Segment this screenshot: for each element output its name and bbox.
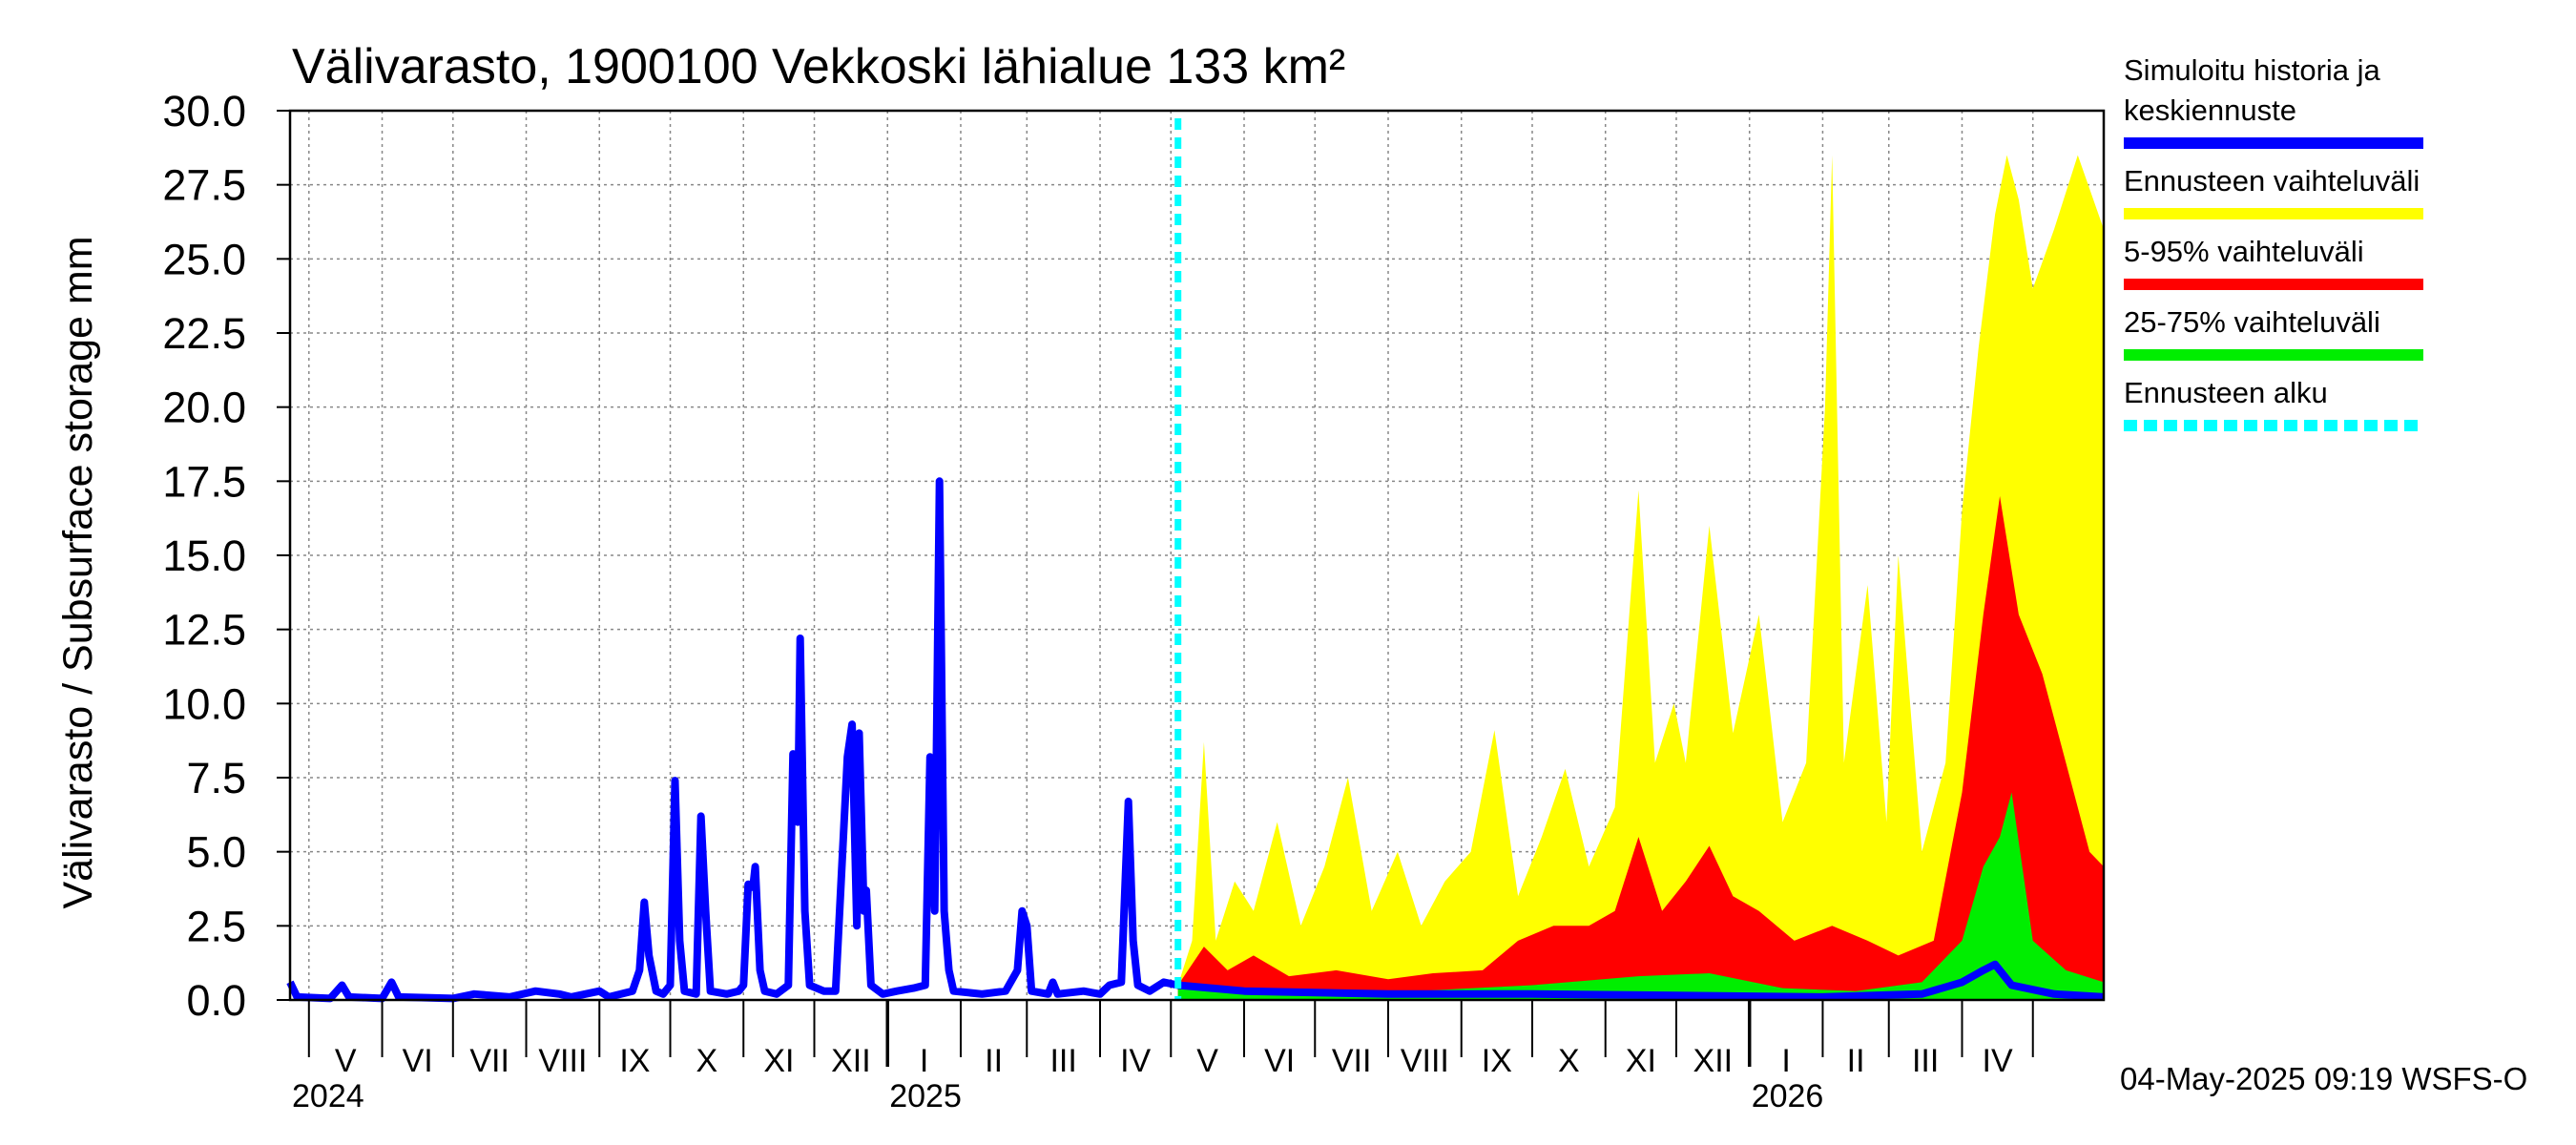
y-tick-label: 27.5 <box>162 161 246 210</box>
chart-title: Välivarasto, 1900100 Vekkoski lähialue 1… <box>292 39 1345 94</box>
y-tick-label: 17.5 <box>162 457 246 506</box>
x-month-label: XI <box>1626 1043 1656 1079</box>
y-tick-label: 5.0 <box>186 828 246 877</box>
x-month-label: IV <box>1120 1043 1151 1079</box>
x-month-label: IX <box>619 1043 650 1079</box>
x-month-label: VI <box>1264 1043 1295 1079</box>
y-axis-label: Välivarasto / Subsurface storage mm <box>55 236 101 908</box>
legend-label: keskiennuste <box>2124 94 2296 127</box>
x-month-label: III <box>1912 1043 1939 1079</box>
y-tick-label: 15.0 <box>162 531 246 580</box>
x-month-label: II <box>985 1043 1003 1079</box>
x-month-label: II <box>1847 1043 1865 1079</box>
x-month-label: I <box>920 1043 928 1079</box>
x-month-label: VII <box>469 1043 509 1079</box>
x-month-label: VIII <box>1401 1043 1449 1079</box>
y-tick-label: 0.0 <box>186 976 246 1025</box>
plot-frame <box>288 109 2106 1002</box>
legend-label: 5-95% vaihteluväli <box>2124 235 2364 268</box>
x-month-label: III <box>1049 1043 1076 1079</box>
y-tick-label: 25.0 <box>162 235 246 283</box>
y-tick-label: 10.0 <box>162 679 246 728</box>
legend-label: Ennusteen vaihteluväli <box>2124 164 2420 198</box>
timestamp: 04-May-2025 09:19 WSFS-O <box>2120 1061 2527 1096</box>
legend-label: Ennusteen alku <box>2124 376 2328 409</box>
x-month-label: V <box>335 1043 357 1079</box>
legend-label: 25-75% vaihteluväli <box>2124 305 2380 339</box>
series-area-1 <box>1177 155 2104 1001</box>
x-month-label: V <box>1196 1043 1218 1079</box>
y-tick-label: 20.0 <box>162 384 246 432</box>
x-year-label: 2026 <box>1752 1078 1824 1114</box>
x-month-label: I <box>1781 1043 1790 1079</box>
x-month-label: VIII <box>538 1043 587 1079</box>
y-tick-label: 2.5 <box>186 902 246 950</box>
y-tick-label: 22.5 <box>162 309 246 358</box>
x-month-label: IX <box>1482 1043 1512 1079</box>
y-tick-label: 12.5 <box>162 606 246 655</box>
y-tick-label: 7.5 <box>186 754 246 802</box>
x-month-label: IV <box>1983 1043 2013 1079</box>
legend-label: Simuloitu historia ja <box>2124 53 2381 87</box>
legend: Simuloitu historia ja keskiennuste Ennuste… <box>2124 53 2423 431</box>
x-month-label: XII <box>831 1043 871 1079</box>
series-line-0 <box>286 477 2105 1003</box>
x-month-label: VI <box>403 1043 433 1079</box>
y-tick-label: 30.0 <box>162 87 246 135</box>
axes: 0.0 2.5 5.0 7.5 10.0 12.5 15.0 17.5 20.0 22.5 25.0… <box>162 87 2106 1114</box>
x-month-label: VII <box>1332 1043 1372 1079</box>
x-month-label: X <box>1558 1043 1580 1079</box>
x-month-label: XI <box>763 1043 794 1079</box>
x-year-label: 2025 <box>889 1078 962 1114</box>
x-month-label: XII <box>1693 1043 1734 1079</box>
x-month-label: X <box>696 1043 718 1079</box>
x-year-label: 2024 <box>292 1078 364 1114</box>
plot-area <box>286 111 2105 1003</box>
